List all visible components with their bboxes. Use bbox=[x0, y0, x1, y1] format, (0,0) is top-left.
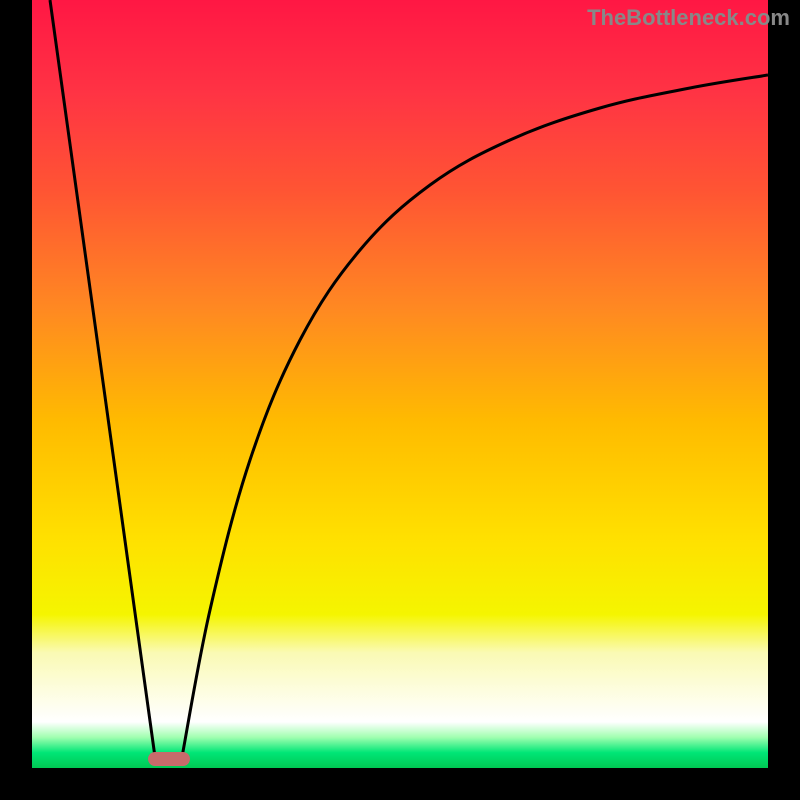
minimum-marker bbox=[148, 752, 190, 766]
chart-svg: TheBottleneck.com bbox=[0, 0, 800, 800]
plot-background bbox=[32, 0, 768, 768]
attribution-text: TheBottleneck.com bbox=[587, 5, 790, 30]
bottleneck-chart: TheBottleneck.com bbox=[0, 0, 800, 800]
